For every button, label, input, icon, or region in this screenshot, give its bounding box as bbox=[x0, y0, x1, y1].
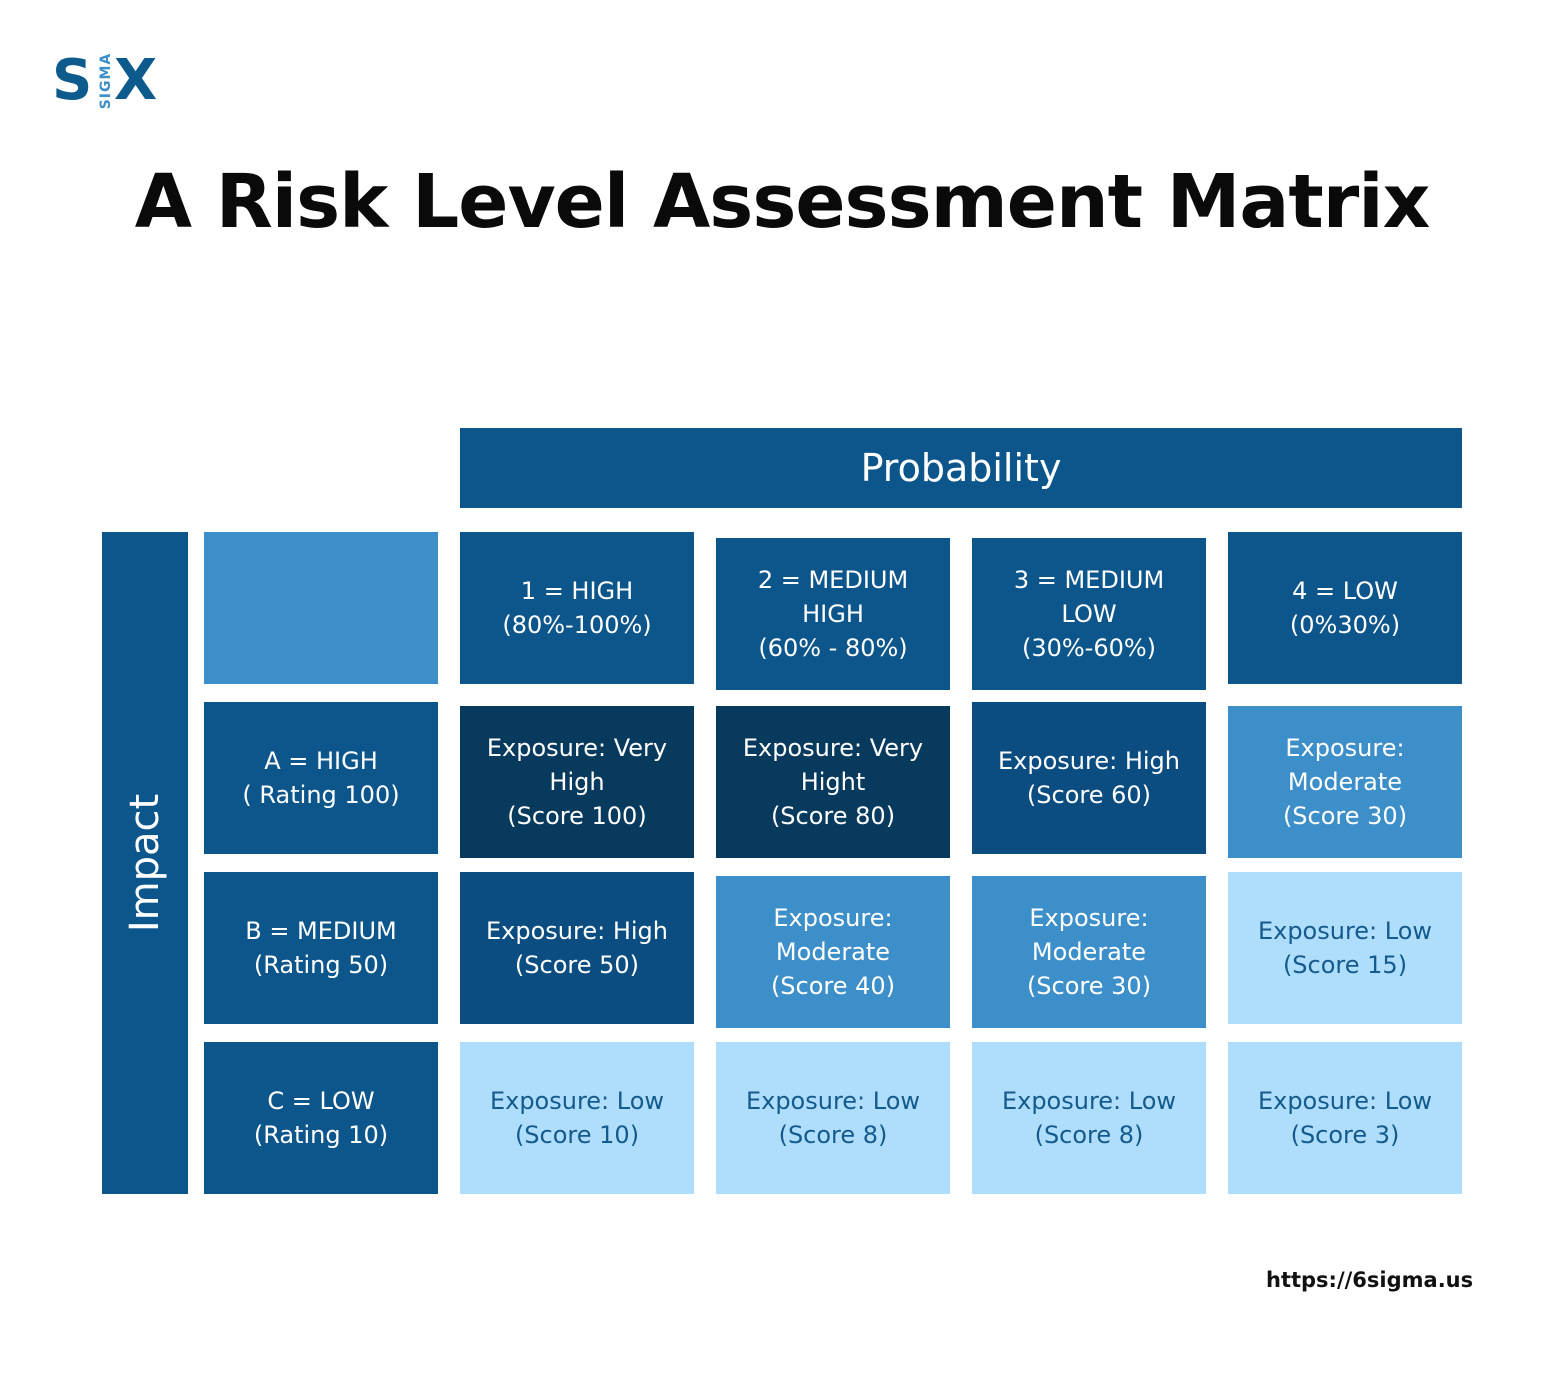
impact-axis-band: Impact bbox=[102, 532, 188, 1194]
matrix-cell-a4: Exposure: Moderate (Score 30) bbox=[1228, 706, 1462, 858]
matrix-cell-c2: Exposure: Low (Score 8) bbox=[716, 1042, 950, 1194]
impact-axis-label: Impact bbox=[122, 793, 168, 933]
probability-level-4: 4 = LOW (0%30%) bbox=[1228, 532, 1462, 684]
logo-sigma-text: SIGMA bbox=[98, 52, 114, 110]
probability-level-1: 1 = HIGH (80%-100%) bbox=[460, 532, 694, 684]
logo: S SIGMA X bbox=[52, 50, 164, 112]
logo-letter-s: S bbox=[52, 48, 93, 113]
footer-url: https://6sigma.us bbox=[1266, 1268, 1474, 1292]
page-title: A Risk Level Assessment Matrix bbox=[134, 159, 1431, 245]
impact-level-a: A = HIGH ( Rating 100) bbox=[204, 702, 438, 854]
matrix-cell-c4: Exposure: Low (Score 3) bbox=[1228, 1042, 1462, 1194]
matrix-cell-c3: Exposure: Low (Score 8) bbox=[972, 1042, 1206, 1194]
matrix-cell-a3: Exposure: High (Score 60) bbox=[972, 702, 1206, 854]
matrix-cell-b2: Exposure: Moderate (Score 40) bbox=[716, 876, 950, 1028]
probability-level-2: 2 = MEDIUM HIGH (60% - 80%) bbox=[716, 538, 950, 690]
matrix-cell-a1: Exposure: Very High (Score 100) bbox=[460, 706, 694, 858]
matrix-cell-b4: Exposure: Low (Score 15) bbox=[1228, 872, 1462, 1024]
corner-cell bbox=[204, 532, 438, 684]
impact-level-b: B = MEDIUM (Rating 50) bbox=[204, 872, 438, 1024]
probability-axis-label: Probability bbox=[460, 428, 1462, 508]
matrix-cell-c1: Exposure: Low (Score 10) bbox=[460, 1042, 694, 1194]
matrix-cell-a2: Exposure: Very Hight (Score 80) bbox=[716, 706, 950, 858]
probability-level-3: 3 = MEDIUM LOW (30%-60%) bbox=[972, 538, 1206, 690]
logo-letter-x: X bbox=[114, 48, 158, 113]
matrix-cell-b1: Exposure: High (Score 50) bbox=[460, 872, 694, 1024]
impact-level-c: C = LOW (Rating 10) bbox=[204, 1042, 438, 1194]
matrix-cell-b3: Exposure: Moderate (Score 30) bbox=[972, 876, 1206, 1028]
